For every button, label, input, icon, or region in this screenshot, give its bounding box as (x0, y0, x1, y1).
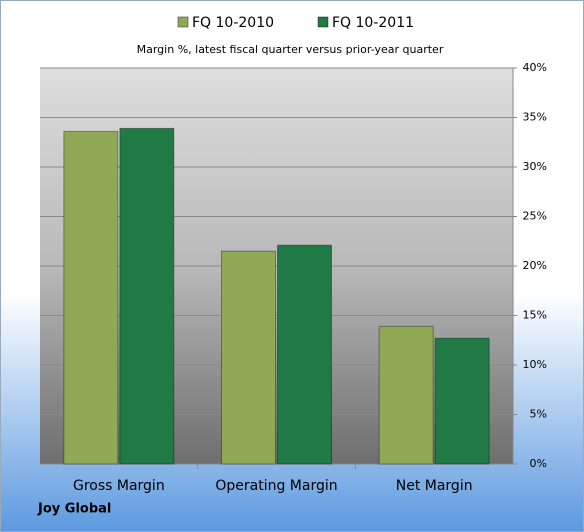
bar (119, 127, 175, 465)
footer: Joy Global (37, 502, 111, 517)
y-tick-label: 0% (530, 457, 547, 470)
x-tick-label: Operating Margin (215, 478, 337, 494)
legend: FQ 10-2010 FQ 10-2011 (177, 15, 414, 31)
legend-label: FQ 10-2010 (192, 15, 274, 31)
legend-label: FQ 10-2011 (332, 15, 414, 31)
y-tick-label: 35% (523, 111, 547, 124)
chart-title: Margin %, latest fiscal quarter versus p… (137, 43, 444, 56)
y-tick-label: 15% (523, 309, 547, 322)
bar (277, 244, 332, 465)
bar (378, 325, 434, 465)
y-tick-label: 30% (523, 160, 547, 173)
legend-swatch (177, 16, 189, 28)
y-tick-label: 40% (523, 61, 547, 74)
y-tick-label: 5% (530, 408, 547, 421)
x-tick-label: Net Margin (396, 478, 473, 494)
y-tick-label: 20% (523, 259, 547, 272)
y-tick-label: 25% (523, 210, 547, 223)
legend-swatch (317, 16, 329, 28)
bar (434, 337, 490, 465)
bar (63, 130, 119, 465)
x-tick-label: Gross Margin (73, 478, 165, 494)
bar (221, 250, 276, 465)
y-tick-label: 10% (523, 358, 547, 371)
